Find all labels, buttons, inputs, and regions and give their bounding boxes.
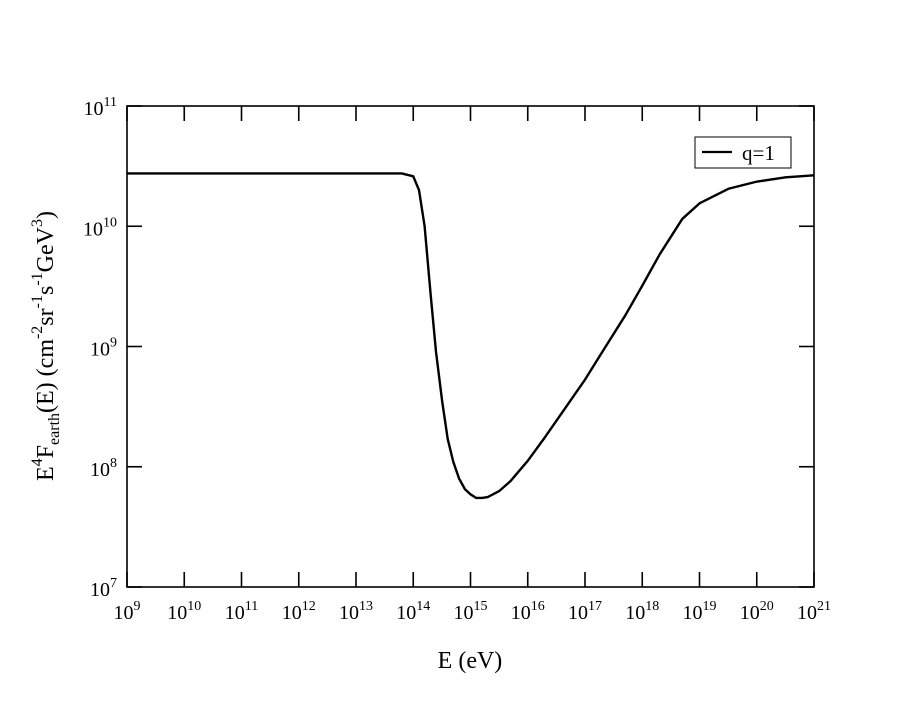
x-axis-label: E (eV)	[438, 648, 503, 674]
x-tick-label-7: 1016	[511, 599, 545, 624]
x-axis-ticks	[126, 106, 815, 587]
legend-label-q1: q=1	[742, 141, 775, 165]
y-axis-label: E4Fearth(E) (cm-2sr-1s-1GeV3)	[29, 211, 63, 481]
x-tick-label-0: 109	[114, 599, 141, 624]
y-tick-label-4: 1011	[84, 95, 117, 120]
series-layer	[127, 172, 815, 500]
plot-frame	[126, 105, 815, 588]
x-tick-label-10: 1019	[683, 599, 717, 624]
y-axis-ticks	[127, 105, 814, 588]
legend: q=1	[694, 136, 792, 169]
y-tick-label-1: 108	[90, 456, 117, 481]
y-tick-label-0: 107	[90, 576, 117, 601]
y-tick-label-2: 109	[90, 336, 117, 361]
x-tick-label-6: 1015	[454, 599, 488, 624]
x-tick-label-2: 1011	[225, 599, 258, 624]
x-tick-labels: 109 1010 1011 1012 1013 1014 1015 1016 1017 1018 1…	[114, 599, 832, 624]
x-tick-label-4: 1013	[339, 599, 373, 624]
y-tick-label-3: 1010	[83, 215, 117, 240]
x-tick-label-3: 1012	[282, 599, 316, 624]
x-tick-label-8: 1017	[568, 599, 602, 624]
x-tick-label-12: 1021	[797, 599, 831, 624]
x-tick-label-1: 1010	[167, 599, 201, 624]
x-tick-label-11: 1020	[740, 599, 774, 624]
y-tick-labels: 107 108 109 1010 1011	[83, 95, 117, 601]
x-tick-label-5: 1014	[396, 599, 430, 624]
series-line-0	[127, 172, 815, 500]
x-tick-label-9: 1018	[625, 599, 659, 624]
